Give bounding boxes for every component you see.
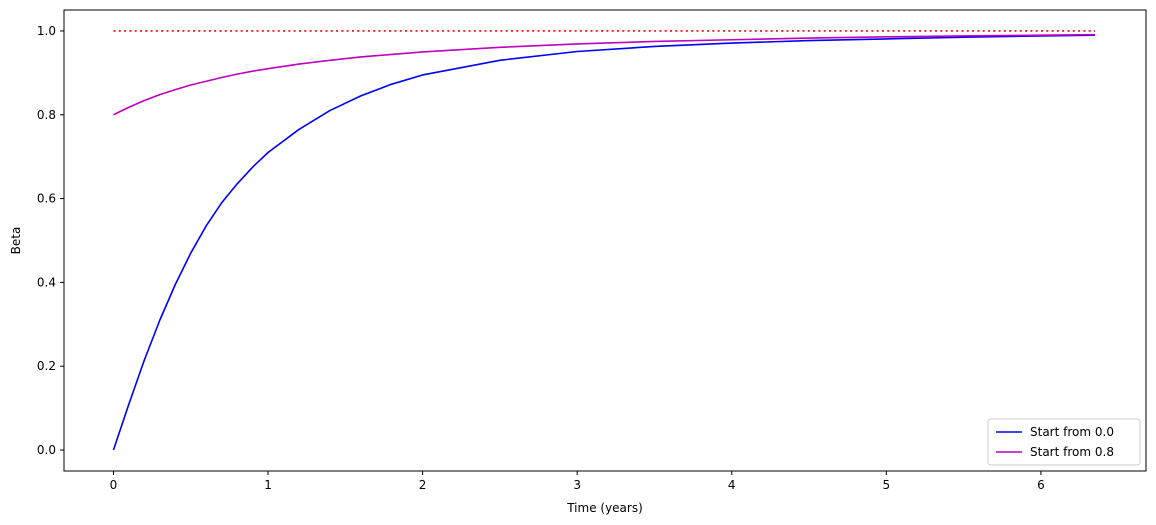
y-axis: 0.0 0.2 0.4 0.6 0.8 1.0 [37, 24, 64, 457]
x-tick-label: 4 [728, 478, 736, 492]
x-axis: 0 1 2 3 4 5 6 [110, 471, 1045, 492]
y-tick-label: 1.0 [37, 24, 56, 38]
y-tick-label: 0.6 [37, 192, 56, 206]
series-line-1 [113, 33, 1095, 116]
series-layer [112, 30, 1096, 451]
x-tick-label: 0 [110, 478, 118, 492]
legend-label-start-from-0-8: Start from 0.8 [1030, 445, 1114, 459]
legend-box [987, 418, 1141, 466]
x-tick-label: 5 [882, 478, 890, 492]
y-tick-label: 0.2 [37, 359, 56, 373]
series-line-0 [112, 34, 1096, 451]
x-tick-label: 1 [264, 478, 272, 492]
y-tick-label: 0.8 [37, 108, 56, 122]
x-tick-label: 3 [573, 478, 581, 492]
x-tick-label: 2 [419, 478, 427, 492]
legend: Start from 0.0 Start from 0.8 [987, 418, 1141, 466]
x-axis-label: Time (years) [566, 501, 643, 515]
y-axis-label: Beta [9, 227, 23, 255]
plot-area [63, 9, 1147, 472]
y-tick-label: 0.4 [37, 275, 56, 289]
x-tick-label: 6 [1037, 478, 1045, 492]
y-tick-label: 0.0 [37, 443, 56, 457]
legend-label-start-from-0: Start from 0.0 [1030, 425, 1114, 439]
